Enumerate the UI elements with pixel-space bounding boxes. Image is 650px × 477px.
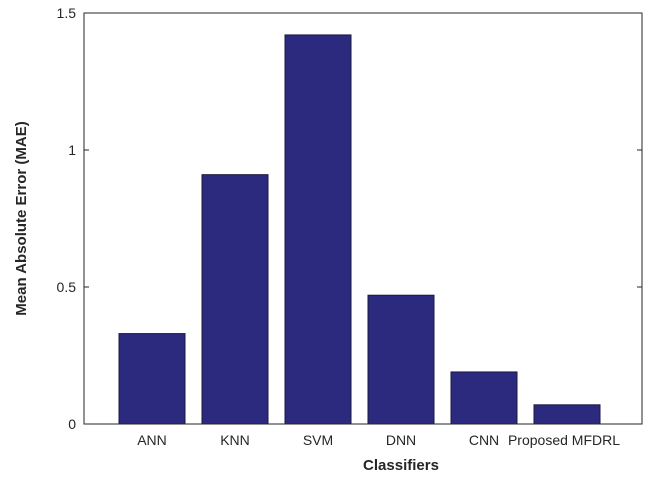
x-tick-label: SVM [303,432,333,448]
bar-proposed-mfdrl [533,404,601,425]
y-tick-label: 0 [68,416,76,432]
y-axis: 0 0.5 1 1.5 [57,5,642,432]
x-tick-label: Proposed MFDRL [508,432,620,448]
x-axis-title: Classifiers [363,457,439,474]
x-axis: ANN KNN SVM DNN CNN Proposed MFDRL [137,432,620,448]
plot-area-frame [83,12,643,425]
x-tick-label: ANN [137,432,167,448]
y-tick-label: 1.5 [57,5,77,21]
bar-knn [201,174,269,425]
bars [118,34,601,425]
bar-dnn [367,294,435,425]
bar-ann [118,333,186,425]
x-tick-label: CNN [469,432,499,448]
y-axis-title: Mean Absolute Error (MAE) [13,121,30,315]
bar-cnn [450,371,518,425]
x-tick-label: DNN [386,432,416,448]
bar-svm [284,34,352,425]
y-tick-label: 0.5 [57,279,77,295]
y-tick-label: 1 [68,142,76,158]
x-tick-label: KNN [220,432,250,448]
